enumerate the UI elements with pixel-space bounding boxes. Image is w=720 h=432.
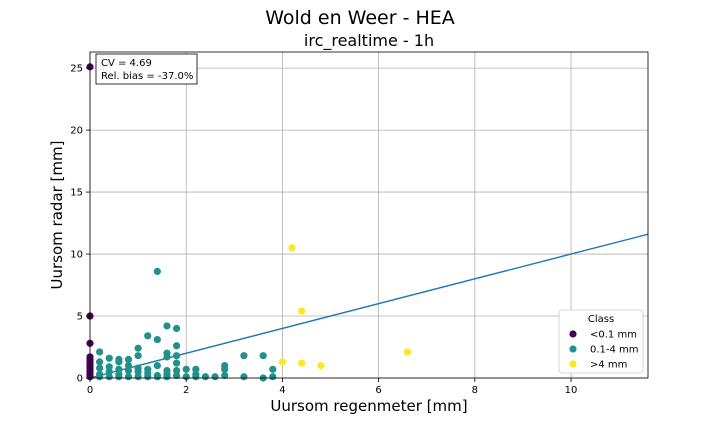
- x-axis-ticks: 0 2 4 6 8 10: [87, 378, 578, 396]
- data-point: [115, 373, 123, 381]
- legend-label: <0.1 mm: [590, 330, 637, 341]
- data-point: [182, 365, 190, 373]
- data-point: [172, 342, 181, 350]
- data-point: [96, 358, 104, 366]
- regression-line: [89, 233, 649, 379]
- data-point: [124, 355, 133, 364]
- data-point: [105, 373, 113, 381]
- x-axis-label: Uursom regenmeter [mm]: [270, 397, 467, 415]
- data-point: [240, 352, 248, 360]
- data-point: [163, 353, 171, 361]
- data-point: [172, 366, 181, 375]
- stats-box: CV = 4.69 Rel. bias = -37.0%: [95, 53, 198, 85]
- data-point: [269, 373, 277, 381]
- data-point: [115, 358, 123, 366]
- data-point: [134, 352, 142, 360]
- legend-label: 0.1-4 mm: [590, 345, 639, 356]
- data-point: [192, 365, 200, 373]
- data-point: [278, 358, 287, 366]
- x-tick-label: 10: [565, 385, 578, 396]
- data-point: [144, 332, 152, 340]
- data-point: [201, 373, 210, 381]
- scatter-points: [86, 63, 412, 382]
- data-point: [96, 364, 104, 372]
- y-tick-label: 20: [70, 126, 83, 137]
- data-point: [298, 359, 306, 367]
- legend-entries: <0.1 mm 0.1-4 mm >4 mm: [569, 330, 639, 371]
- legend-marker: [569, 360, 577, 368]
- legend-label: >4 mm: [590, 360, 627, 371]
- data-point: [221, 365, 229, 373]
- data-point: [153, 362, 161, 370]
- regression-line-group: [89, 233, 649, 379]
- data-point: [298, 307, 306, 315]
- x-tick-label: 8: [472, 385, 478, 396]
- x-tick-label: 0: [87, 385, 93, 396]
- data-point: [144, 373, 152, 381]
- data-point: [96, 373, 104, 381]
- data-point: [163, 322, 171, 330]
- data-point: [134, 373, 142, 381]
- data-point: [105, 354, 113, 362]
- data-point: [403, 348, 412, 356]
- data-point: [172, 359, 181, 367]
- data-point: [172, 324, 181, 333]
- y-tick-label: 25: [70, 64, 83, 75]
- y-tick-label: 5: [77, 312, 83, 323]
- y-tick-label: 15: [70, 188, 83, 199]
- data-point: [153, 267, 161, 275]
- y-tick-label: 0: [77, 374, 83, 385]
- data-point: [172, 352, 181, 360]
- data-point: [288, 244, 296, 252]
- chart-suptitle: Wold en Weer - HEA: [265, 7, 455, 29]
- data-point: [153, 373, 161, 381]
- legend-marker: [569, 345, 577, 353]
- data-point: [124, 373, 133, 381]
- stats-bias-text: Rel. bias = -37.0%: [101, 71, 193, 82]
- data-point: [124, 362, 133, 370]
- data-point: [259, 352, 267, 360]
- data-point: [134, 368, 142, 376]
- data-point: [317, 362, 325, 370]
- y-axis-label: Uursom radar [mm]: [48, 141, 66, 290]
- data-point: [153, 335, 161, 344]
- stats-cv-text: CV = 4.69: [101, 58, 152, 69]
- y-tick-label: 10: [70, 250, 83, 261]
- legend: Class <0.1 mm 0.1-4 mm >4 mm: [558, 309, 644, 374]
- legend-title: Class: [588, 314, 614, 325]
- x-tick-label: 2: [183, 385, 189, 396]
- data-point: [124, 366, 133, 375]
- data-point: [211, 373, 219, 381]
- y-axis-ticks: 0 5 10 15 20 25: [70, 64, 90, 385]
- data-point: [96, 348, 104, 356]
- data-point: [163, 373, 171, 381]
- data-point: [105, 368, 113, 376]
- data-point: [269, 365, 277, 373]
- data-point: [221, 371, 229, 380]
- stats-box-frame: [95, 53, 198, 85]
- legend-frame: [558, 309, 644, 374]
- x-tick-label: 6: [375, 385, 381, 396]
- x-tick-label: 4: [279, 385, 285, 396]
- legend-marker: [569, 330, 577, 338]
- data-point: [172, 371, 181, 380]
- plot-area-frame: [89, 51, 649, 379]
- data-point: [105, 363, 113, 371]
- data-point: [192, 373, 200, 381]
- data-point: [240, 373, 248, 381]
- chart-title: irc_realtime - 1h: [304, 31, 434, 51]
- data-point: [182, 373, 190, 381]
- data-point: [134, 344, 142, 352]
- data-point: [115, 365, 123, 373]
